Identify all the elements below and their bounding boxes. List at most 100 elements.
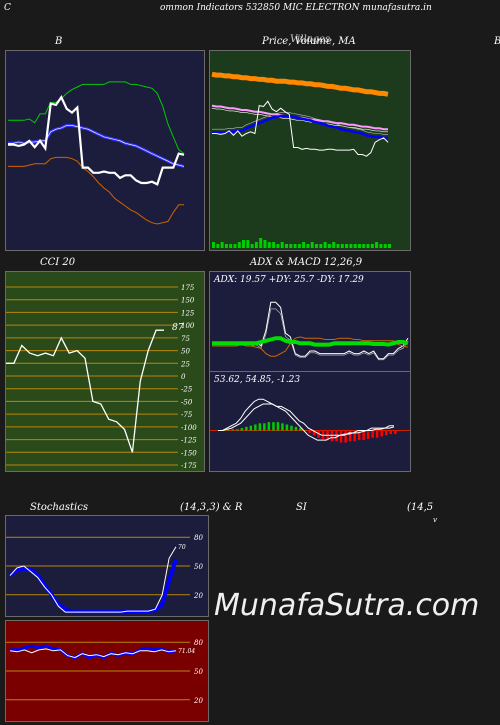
volume-bar <box>383 244 387 248</box>
macd-histogram-bar <box>258 423 262 431</box>
volume-bar <box>379 244 383 248</box>
volume-bar <box>250 244 254 248</box>
adx-readout: ADX: 19.57 +DY: 25.7 -DY: 17.29 <box>214 275 364 285</box>
volume-bar <box>358 244 361 248</box>
cci-background <box>6 272 204 471</box>
volume-bar <box>310 242 314 248</box>
macd-histogram-bar <box>335 430 338 442</box>
rsi-value-label: 71.04 <box>178 648 195 655</box>
volume-bar <box>267 242 271 248</box>
price-close-line <box>212 100 389 157</box>
volume-bar <box>319 244 323 248</box>
macd-histogram-bar <box>263 423 266 431</box>
macd-histogram-bar <box>294 426 298 431</box>
adx-minus-di-line <box>212 336 409 357</box>
stoch-tick-label: 50 <box>194 563 203 571</box>
adx-panel: ADX: 19.57 +DY: 25.7 -DY: 17.29 <box>209 271 411 372</box>
bollinger-upper-line <box>8 81 185 155</box>
adx-background <box>210 272 410 371</box>
volume-bar <box>233 244 237 248</box>
volume-bar <box>370 244 374 248</box>
macd-histogram-bar <box>245 426 248 431</box>
bollinger-background <box>6 51 204 250</box>
rsi-chart: 80 50 20 71.04 <box>6 621 208 721</box>
cci-value-label: 87 <box>172 323 184 333</box>
macd-histogram-bar <box>357 430 361 441</box>
cci-panel: 175 150 125 100 75 50 25 0 -25 -50 -75 -100 -125 -150… <box>5 271 205 472</box>
cci-title: CCI 20 <box>40 257 76 268</box>
cci-tick-label: 175 <box>181 284 195 292</box>
cci-tick-label: -175 <box>181 462 197 470</box>
price-background <box>210 51 410 250</box>
cci-tick-label: -100 <box>181 424 197 432</box>
macd-histogram-bar <box>267 422 271 431</box>
volume-bar <box>289 244 293 248</box>
macd-chart <box>210 372 410 471</box>
header-left-mark: C <box>4 3 11 13</box>
cci-tick-label: 150 <box>181 297 195 305</box>
stoch-k-line <box>9 546 177 613</box>
cci-tick-label: 100 <box>181 322 195 330</box>
volume-bar <box>327 244 331 248</box>
volume-bar <box>302 242 306 248</box>
macd-histogram-bar <box>380 430 383 437</box>
rsi-tick-label: 80 <box>194 639 203 647</box>
macd-histogram-bar <box>281 423 284 431</box>
macd-histogram-bar <box>276 422 280 431</box>
cci-tick-label: -125 <box>181 437 197 445</box>
price-ma-long-line <box>211 71 389 97</box>
macd-histogram-bar <box>240 428 244 431</box>
volume-bar <box>375 242 379 248</box>
rsi-line <box>9 648 177 659</box>
macd-histogram-bar <box>385 430 388 436</box>
volume-bar <box>220 242 224 248</box>
macd-histogram-bar <box>312 430 316 436</box>
cci-chart: 175 150 125 100 75 50 25 0 -25 -50 -75 -100 -125 -150… <box>6 272 204 471</box>
cci-tick-label: -25 <box>181 386 193 394</box>
watermark: MunafaSutra.com <box>214 588 480 623</box>
cci-tick-label: -75 <box>181 411 193 419</box>
macd-histogram-bar <box>321 430 325 439</box>
rsi-panel: 80 50 20 71.04 <box>5 620 209 722</box>
macd-histogram-bar <box>272 422 275 431</box>
cci-tick-label: -150 <box>181 449 197 457</box>
macd-histogram-bar <box>330 430 334 442</box>
volume-bar <box>246 240 250 248</box>
macd-histogram-bar <box>353 430 356 442</box>
bollinger-lower-line <box>8 156 184 225</box>
macd-histogram-bar <box>362 430 365 441</box>
stoch-tick-label: 20 <box>193 592 203 600</box>
price-ma-short-upper <box>212 112 388 135</box>
macd-histogram-bar <box>371 430 374 438</box>
volume-bar <box>272 242 276 248</box>
volume-bar <box>366 244 370 248</box>
macd-histogram-bar <box>231 429 234 431</box>
page-title: ommon Indicators 532850 MIC ELECTRON mun… <box>160 3 432 13</box>
volume-bar <box>315 244 318 248</box>
adx-chart <box>210 272 410 371</box>
macd-panel: 53.62, 54.85, -1.23 <box>209 371 411 472</box>
rsi-title: SI <box>296 502 307 513</box>
volume-bar <box>293 244 297 248</box>
stoch-title: Stochastics <box>30 502 88 513</box>
volume-bar <box>224 244 228 248</box>
price-chart <box>210 51 410 250</box>
macd-signal-line <box>218 403 395 436</box>
adx-macd-title: ADX & MACD 12,26,9 <box>250 257 363 268</box>
macd-histogram-bar <box>308 430 311 433</box>
cci-tick-label: 0 <box>181 373 186 381</box>
macd-histogram-bar <box>348 430 352 442</box>
macd-histogram-bar <box>344 430 347 443</box>
macd-histogram-bar <box>227 429 230 431</box>
macd-histogram-bar <box>222 430 225 431</box>
macd-background <box>210 372 410 471</box>
volume-bar <box>242 240 245 248</box>
bollinger-close-line <box>8 94 185 186</box>
bollinger-title: B <box>55 36 63 47</box>
rsi-tick-label: 50 <box>194 668 203 676</box>
volume-bar <box>332 242 336 248</box>
volume-bar <box>340 244 344 248</box>
volume-bar <box>349 244 353 248</box>
macd-histogram-bar <box>303 430 307 431</box>
macd-histogram-bar <box>339 430 343 443</box>
